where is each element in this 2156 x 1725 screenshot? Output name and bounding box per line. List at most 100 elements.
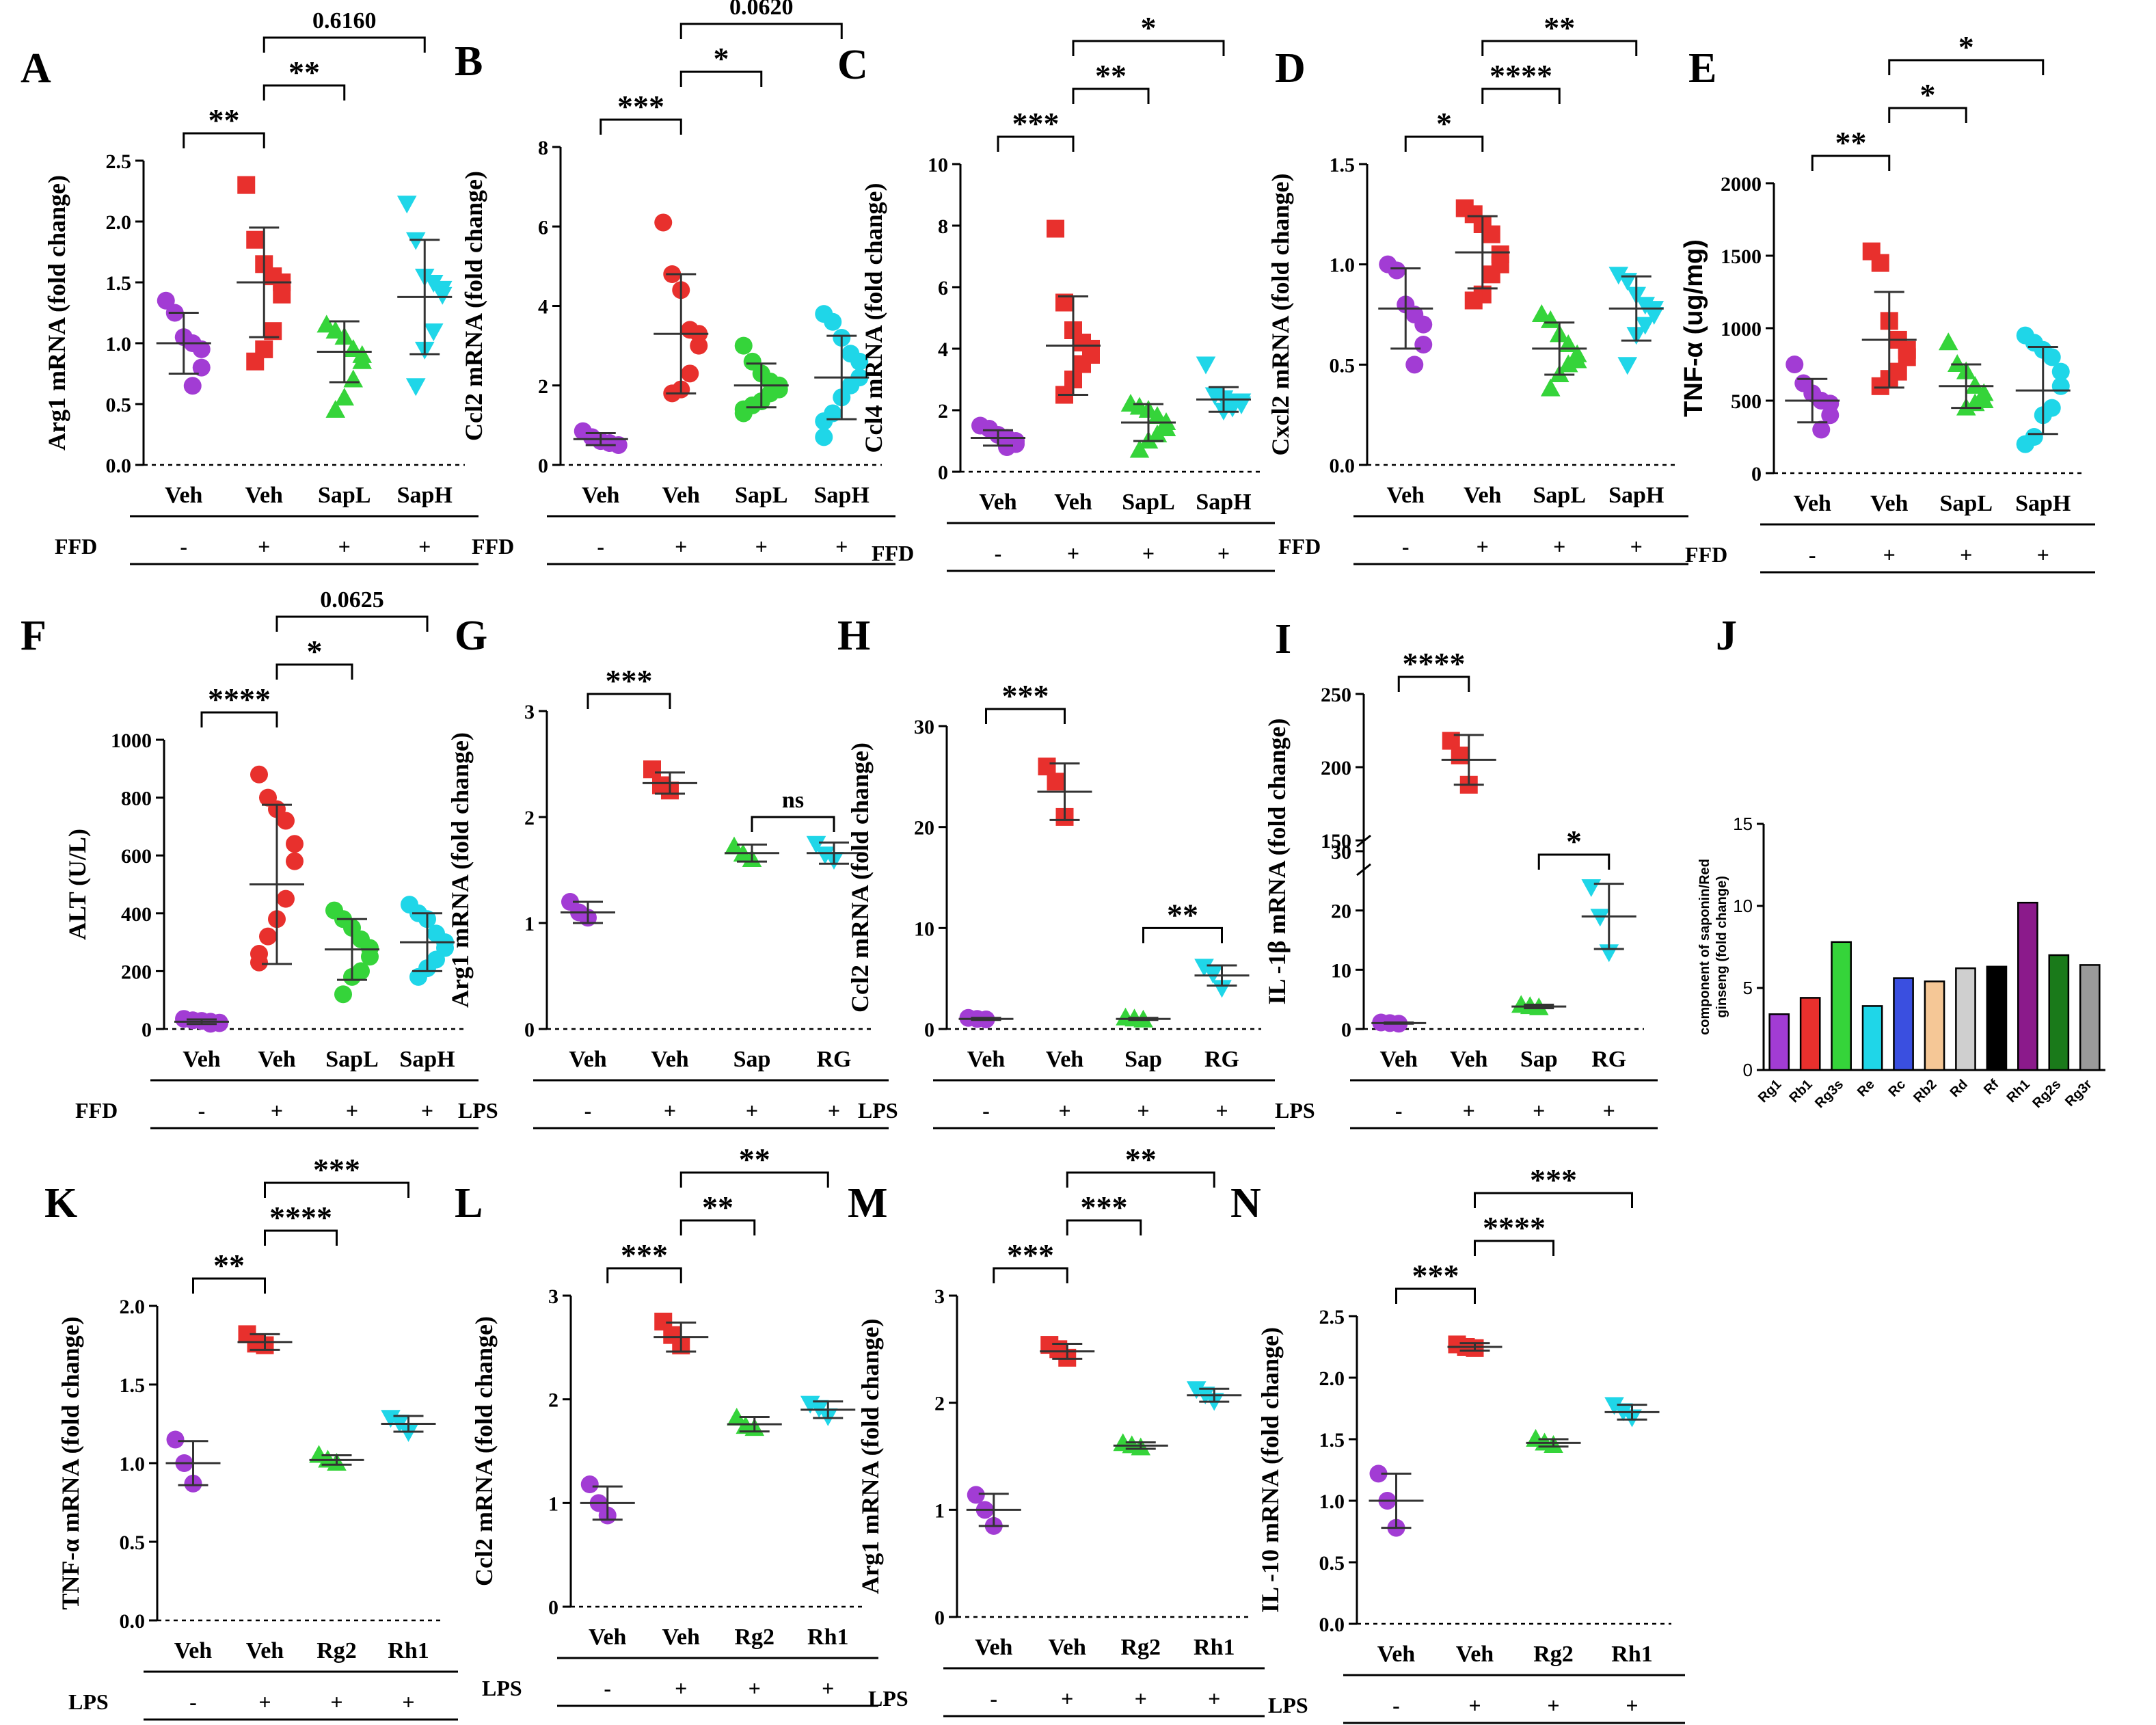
significance-label: *** bbox=[1012, 106, 1060, 141]
data-point bbox=[806, 835, 826, 854]
x-category-label: Veh bbox=[1054, 490, 1092, 515]
panel-letter: K bbox=[44, 1180, 77, 1227]
series-veh bbox=[156, 291, 211, 395]
significance-bracket bbox=[183, 132, 265, 148]
significance-bracket bbox=[679, 1171, 829, 1188]
significance-bracket bbox=[1395, 1287, 1476, 1304]
significance-label: **** bbox=[208, 682, 271, 717]
treatment-sign: + bbox=[1477, 534, 1489, 559]
y-tick-label: 3 bbox=[548, 1285, 558, 1308]
series-saph bbox=[814, 305, 870, 446]
data-point bbox=[325, 321, 346, 339]
series-saph bbox=[1608, 267, 1665, 375]
significance-bracket bbox=[1404, 135, 1484, 152]
significance-bracket bbox=[751, 816, 835, 832]
significance-label: *** bbox=[1002, 678, 1049, 713]
series-veh-lps bbox=[653, 1312, 709, 1354]
significance-label: * bbox=[307, 634, 323, 669]
treatment-label: LPS bbox=[1275, 1098, 1315, 1123]
panel-letter: E bbox=[1688, 45, 1716, 92]
y-tick-label-upper: 150 bbox=[1321, 830, 1351, 853]
x-category-label: RG bbox=[1591, 1047, 1626, 1072]
x-category-label: SapH bbox=[397, 483, 453, 508]
data-point bbox=[1821, 406, 1840, 425]
y-tick-label: 3 bbox=[524, 701, 535, 723]
x-category-label: Sap bbox=[733, 1047, 771, 1072]
data-point bbox=[1608, 267, 1629, 285]
panel-letter: A bbox=[21, 45, 51, 92]
significance-label: *** bbox=[1530, 1162, 1577, 1197]
significance-bracket bbox=[1537, 853, 1611, 870]
y-tick-label: 0 bbox=[938, 462, 948, 484]
series-saph bbox=[2015, 326, 2071, 453]
series-veh bbox=[958, 1008, 1014, 1028]
series-sap bbox=[724, 836, 779, 868]
data-point bbox=[1482, 265, 1500, 284]
series-veh bbox=[165, 1430, 221, 1493]
treatment-label: FFD bbox=[1685, 542, 1727, 567]
data-point bbox=[815, 428, 833, 446]
y-tick-label: 0 bbox=[1341, 1019, 1351, 1041]
treatment-sign: + bbox=[1135, 1686, 1147, 1711]
x-category-label: SapH bbox=[399, 1047, 455, 1072]
significance-label: *** bbox=[606, 663, 653, 698]
y-tick-label: 6 bbox=[538, 216, 548, 239]
y-tick-label: 5 bbox=[1743, 978, 1753, 998]
treatment-sign: + bbox=[1553, 534, 1565, 559]
bar bbox=[1831, 941, 1852, 1071]
y-tick-label: 2 bbox=[538, 375, 548, 398]
treatment-sign: + bbox=[835, 534, 848, 559]
significance-bracket bbox=[262, 36, 426, 53]
treatment-label: FFD bbox=[75, 1098, 118, 1123]
x-category-label: Rc bbox=[1885, 1077, 1909, 1100]
treatment-sign: - bbox=[1395, 1098, 1403, 1123]
y-tick-label: 8 bbox=[538, 137, 548, 159]
significance-label: **** bbox=[1403, 646, 1466, 681]
x-category-label: Veh bbox=[258, 1047, 296, 1072]
treatment-sign: + bbox=[1217, 541, 1230, 565]
data-point bbox=[1156, 418, 1176, 437]
data-point bbox=[286, 852, 304, 870]
panel-letter: B bbox=[455, 38, 483, 85]
data-point bbox=[1938, 332, 1958, 351]
series-rg bbox=[1581, 879, 1636, 963]
y-tick-label: 4 bbox=[538, 296, 548, 319]
significance-label: *** bbox=[1412, 1258, 1459, 1293]
significance-label: *** bbox=[1081, 1190, 1128, 1225]
y-tick-label: 4 bbox=[938, 338, 948, 361]
series-rg2 bbox=[727, 1408, 782, 1436]
y-tick-label: 3 bbox=[934, 1285, 945, 1308]
panel-h: H 0 10 20 30 Ccl2 mRNA (fold change) Veh Veh Sap… bbox=[837, 613, 1275, 1129]
y-axis-label: Ccl4 mRNA (fold change) bbox=[860, 183, 887, 453]
y-tick-label: 1000 bbox=[1721, 318, 1762, 340]
data-point bbox=[246, 230, 265, 249]
y-tick-label: 0 bbox=[1743, 1060, 1753, 1080]
x-category-label: Veh bbox=[1377, 1642, 1416, 1667]
series-veh-lps bbox=[1037, 758, 1092, 826]
significance-bracket bbox=[1072, 88, 1150, 104]
x-category-label: Veh bbox=[1387, 483, 1425, 508]
panel-m: M 0 1 2 3 Arg1 mRNA (fold change) Veh Veh Rg2 Rh1… bbox=[848, 1142, 1265, 1717]
y-tick-label: 0.0 bbox=[106, 455, 132, 477]
treatment-sign: - bbox=[1392, 1693, 1400, 1717]
y-tick-label: 2 bbox=[934, 1393, 945, 1415]
data-point bbox=[1186, 1381, 1207, 1400]
y-tick-label: 2.5 bbox=[1319, 1306, 1345, 1328]
series-veh bbox=[1369, 1465, 1424, 1537]
x-category-label: Veh bbox=[967, 1047, 1006, 1072]
series-veh-lps bbox=[237, 1325, 293, 1354]
data-point bbox=[1871, 254, 1889, 272]
data-point bbox=[609, 436, 628, 454]
data-point bbox=[1196, 356, 1216, 375]
treatment-sign: + bbox=[1883, 542, 1896, 567]
significance-bracket bbox=[679, 70, 763, 87]
x-category-label: Rg3s bbox=[1812, 1077, 1846, 1111]
x-category-label: Rh1 bbox=[1194, 1635, 1235, 1660]
significance-label: *** bbox=[1007, 1238, 1054, 1272]
data-point bbox=[1405, 356, 1424, 374]
treatment-label: LPS bbox=[1268, 1693, 1308, 1717]
series-veh bbox=[174, 1010, 229, 1033]
panel-letter: G bbox=[455, 613, 487, 659]
y-tick-label: 1 bbox=[934, 1499, 945, 1522]
data-point bbox=[286, 835, 304, 853]
